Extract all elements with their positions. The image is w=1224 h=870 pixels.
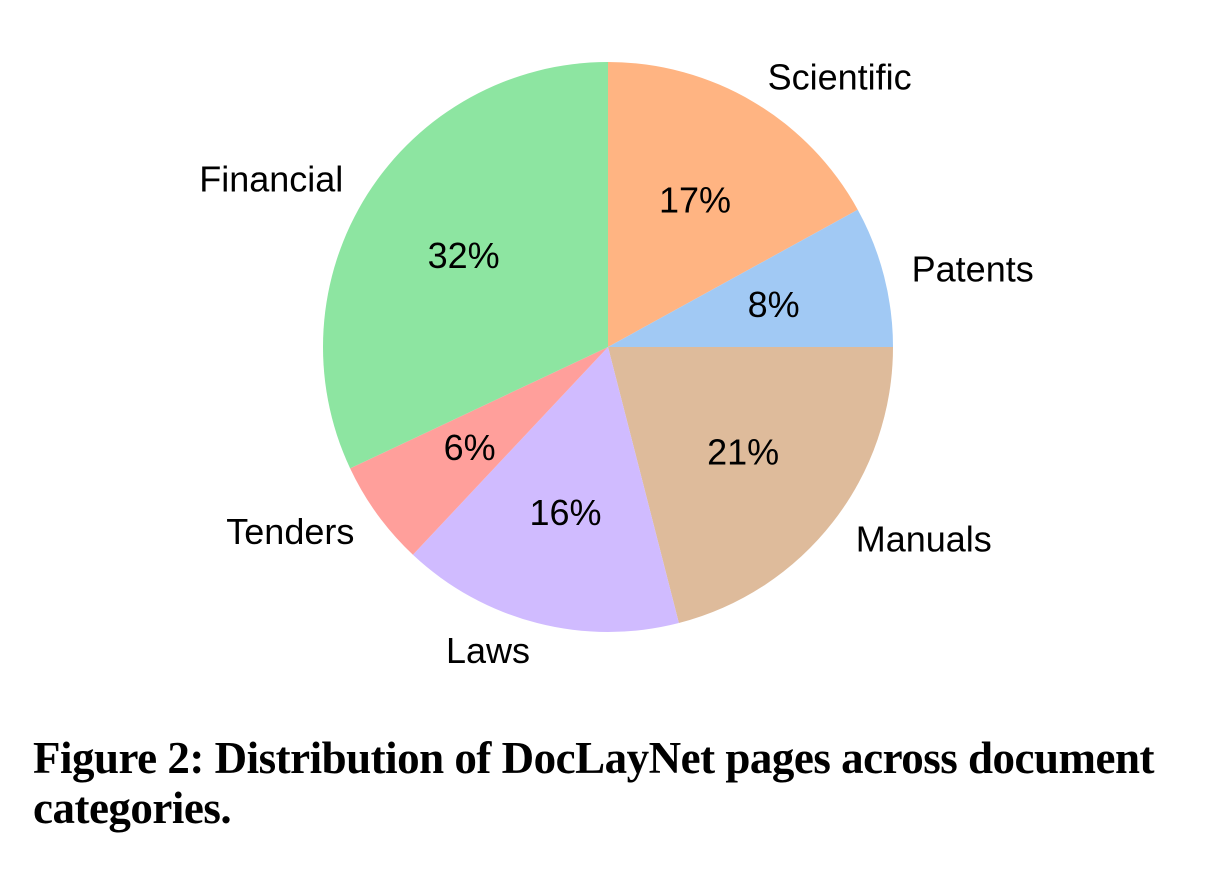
pie-slice-scientific: [608, 62, 858, 347]
pie-percent-label-laws: 16%: [529, 492, 601, 533]
pie-percent-label-tenders: 6%: [444, 427, 496, 468]
pie-category-label-manuals: Manuals: [856, 519, 992, 560]
pie-slice-laws: [412, 347, 679, 633]
pie-category-label-patents: Patents: [912, 249, 1034, 290]
pie-category-label-laws: Laws: [446, 630, 530, 671]
pie-percent-label-patents: 8%: [748, 284, 800, 325]
pie-category-label-financial: Financial: [199, 159, 343, 200]
figure-caption: Figure 2: Distribution of DocLayNet page…: [33, 733, 1155, 833]
pie-category-label-scientific: Scientific: [768, 57, 912, 98]
pie-percent-label-scientific: 17%: [659, 179, 731, 220]
pie-category-label-tenders: Tenders: [226, 511, 354, 552]
pie-slice-tenders: [350, 347, 608, 555]
pie-slice-manuals: [608, 347, 893, 624]
figure-caption-line-1: Figure 2: Distribution of DocLayNet page…: [33, 733, 1155, 783]
pie-slice-patents: [608, 209, 893, 347]
pie-percent-label-manuals: 21%: [707, 431, 779, 472]
pie-percent-label-financial: 32%: [428, 235, 500, 276]
pie-slice-financial: [322, 61, 608, 469]
pie-chart: 17% Scientific 8% Patents 21% Manuals 16% Laws 6…: [199, 57, 1034, 671]
figure-caption-line-2: categories.: [33, 783, 232, 833]
